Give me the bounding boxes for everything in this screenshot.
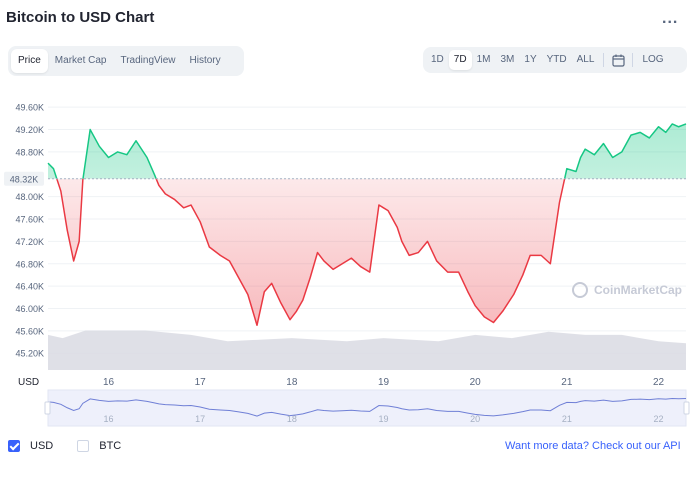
btc-checkbox[interactable] (77, 440, 90, 452)
x-tick-label: 16 (103, 377, 115, 388)
page-title: Bitcoin to USD Chart (6, 9, 155, 26)
y-tick-label: 48.80K (15, 147, 44, 157)
range-ytd-button[interactable]: YTD (546, 54, 567, 65)
y-tick-label: 46.40K (15, 282, 44, 292)
tab-market-cap[interactable]: Market Cap (54, 55, 107, 66)
y-tick-label: 48.00K (15, 192, 44, 202)
range-navigator[interactable]: 16 17 18 19 20 21 22 (44, 389, 690, 427)
x-tick-label: 21 (561, 377, 573, 388)
calendar-icon[interactable] (608, 50, 628, 70)
navigator-left-handle (44, 401, 51, 415)
x-tick-label: 20 (470, 377, 482, 388)
y-axis-labels: 49.60K 49.20K 48.80K 48.00K 47.60K 47.20K 46.8… (15, 103, 44, 359)
navigator-tick-label: 19 (378, 414, 388, 424)
range-all-button[interactable]: ALL (576, 54, 595, 65)
more-options-icon[interactable]: ... (662, 10, 679, 27)
chart-type-tabs: Price Market Cap TradingView History (8, 46, 244, 76)
range-3m-button[interactable]: 3M (500, 54, 515, 65)
navigator-tick-label: 22 (653, 414, 663, 424)
x-tick-label: 18 (286, 377, 298, 388)
y-tick-label: 47.20K (15, 237, 44, 247)
y-tick-label: 49.60K (15, 103, 44, 113)
range-7d-button[interactable]: 7D (448, 50, 472, 70)
reference-line: 48.32K (4, 171, 686, 186)
range-1y-button[interactable]: 1Y (524, 54, 537, 65)
usd-label: USD (30, 440, 54, 452)
divider (603, 53, 605, 67)
price-area-up (48, 123, 686, 179)
x-tick-label: 22 (653, 377, 665, 388)
navigator-tick-label: 17 (195, 414, 205, 424)
range-1d-button[interactable]: 1D (431, 54, 444, 65)
price-line-down (56, 178, 566, 327)
x-axis-labels: 16 17 18 19 20 21 22 (103, 377, 665, 388)
y-axis-unit-label: USD (18, 377, 39, 388)
tab-history[interactable]: History (189, 55, 221, 66)
price-line (47, 123, 687, 327)
watermark-text: CoinMarketCap (594, 283, 682, 297)
navigator-tick-label: 18 (287, 414, 297, 424)
navigator-right-handle (683, 401, 690, 415)
price-area-down (48, 178, 686, 326)
range-1m-button[interactable]: 1M (476, 54, 491, 65)
api-link[interactable]: Want more data? Check out our API (505, 440, 681, 452)
divider (632, 53, 634, 67)
y-tick-label: 45.20K (15, 349, 44, 359)
volume-shape (48, 330, 686, 370)
x-tick-label: 19 (378, 377, 390, 388)
btc-label: BTC (99, 440, 122, 452)
price-fill-areas (48, 123, 686, 326)
navigator-line (47, 397, 687, 417)
watermark: CoinMarketCap (572, 282, 682, 298)
usd-checkbox[interactable] (8, 440, 20, 452)
time-range-selector: 1D 7D 1M 3M 1Y YTD ALL LOG (423, 47, 687, 73)
y-tick-label: 46.80K (15, 259, 44, 269)
log-scale-button[interactable]: LOG (642, 54, 664, 65)
y-tick-label: 45.60K (15, 326, 44, 336)
price-chart[interactable]: 48.32K 49.60K 49.20K 48.80K 48.00K 47.60K 47.… (0, 82, 700, 432)
y-tick-label: 49.20K (15, 125, 44, 135)
tab-price[interactable]: Price (11, 49, 48, 73)
y-tick-label: 47.60K (15, 215, 44, 225)
reference-label-bg (4, 171, 44, 186)
volume-area (48, 330, 686, 370)
navigator-tick-label: 20 (470, 414, 480, 424)
currency-legend: USD BTC (8, 440, 121, 452)
reference-label: 48.32K (10, 174, 39, 184)
tab-tradingview[interactable]: TradingView (120, 55, 176, 66)
navigator-tick-label: 21 (562, 414, 572, 424)
price-line-up (47, 123, 687, 179)
y-tick-label: 46.00K (15, 304, 44, 314)
navigator-tick-label: 16 (103, 414, 113, 424)
x-tick-label: 17 (195, 377, 207, 388)
navigator-window (47, 389, 687, 427)
